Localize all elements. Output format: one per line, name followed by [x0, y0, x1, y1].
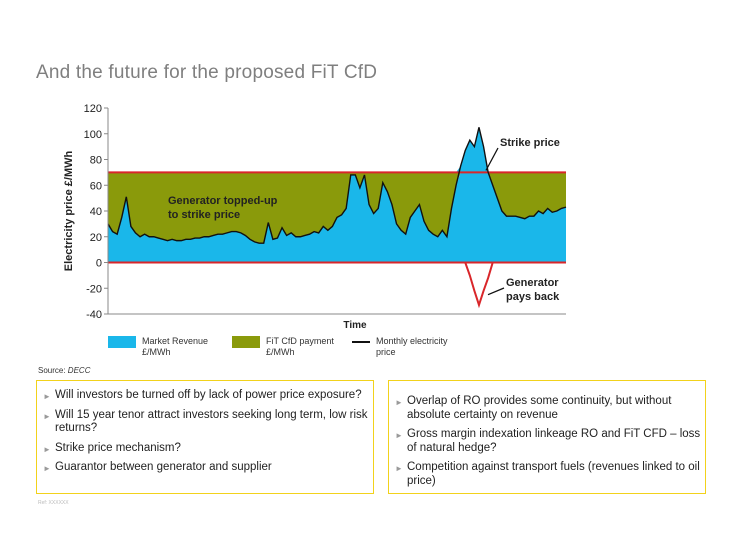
source-name: DECC: [67, 366, 91, 375]
legend-swatch-fit-payment: [232, 336, 260, 348]
triangle-bullet-icon: ►: [395, 431, 403, 440]
bullet-item: ► Overlap of RO provides some continuity,…: [395, 395, 701, 422]
bullet-text: Will investors be turned off by lack of …: [55, 389, 362, 401]
y-tick-label: 20: [90, 232, 102, 244]
strike-price-arrow: [485, 147, 499, 171]
legend-swatch-market-revenue: [108, 336, 136, 348]
strike-price-annotation: Strike price: [500, 137, 560, 149]
legend-label-fit-payment-1: FiT CfD payment: [266, 336, 334, 346]
bullet-text: Strike price mechanism?: [55, 441, 181, 454]
legend-label-fit-payment-2: £/MWh: [266, 347, 295, 357]
y-tick-label: 100: [84, 129, 102, 141]
questions-panel: ► Will investors be turned off by lack of…: [36, 380, 374, 494]
monthly-price-line: [107, 127, 567, 244]
above-strike-area: [108, 127, 566, 173]
pays-back-annotation-line2: pays back: [506, 291, 560, 303]
topped-up-annotation-line1: Generator topped-up: [168, 195, 278, 207]
bullet-item: ► Will 15 year tenor attract investors se…: [43, 409, 369, 436]
pays-back-annotation-line1: Generator: [506, 277, 559, 289]
topped-up-annotation-line2: to strike price: [168, 209, 240, 221]
generator-pays-back-curve: [464, 262, 494, 309]
issues-list: ► Overlap of RO provides some continuity,…: [395, 395, 701, 488]
footer-reference: Ref: XXXXXX: [38, 500, 69, 506]
slide-title: And the future for the proposed FiT CfD: [36, 62, 378, 83]
legend-label-market-revenue-1: Market Revenue: [142, 336, 208, 346]
bullet-text: Will 15 year tenor attract investors see…: [55, 408, 368, 435]
source-label: Source:: [38, 366, 68, 375]
pays-back-arrow: [487, 287, 505, 296]
triangle-bullet-icon: ►: [43, 464, 51, 473]
y-tick-label: -40: [86, 309, 102, 321]
y-tick-label: 40: [90, 206, 102, 218]
legend-label-monthly-price-1: Monthly electricity: [376, 336, 448, 346]
bullet-text: Overlap of RO provides some continuity, …: [407, 395, 672, 421]
bullet-item: ► Will investors be turned off by lack of…: [43, 389, 369, 403]
y-tick-label: -20: [86, 283, 102, 295]
triangle-bullet-icon: ►: [43, 444, 51, 454]
x-axis-label: Time: [343, 320, 367, 331]
fit-cfd-payment-area: [108, 172, 566, 244]
bullet-item: ► Competition against transport fuels (re…: [395, 461, 701, 488]
bullet-item: ► Gross margin indexation linkeage RO and…: [395, 428, 701, 455]
bullet-item: ► Guarantor between generator and supplie…: [43, 461, 369, 475]
questions-list: ► Will investors be turned off by lack of…: [43, 389, 369, 475]
legend-label-monthly-price-2: price: [376, 347, 396, 357]
y-axis-label: Electricity price £/MWh: [63, 151, 75, 272]
triangle-bullet-icon: ►: [395, 464, 403, 473]
bullet-item: ► Strike price mechanism?: [43, 442, 369, 456]
bullet-text: Competition against transport fuels (rev…: [407, 461, 700, 487]
bullet-text: Guarantor between generator and supplier: [55, 461, 272, 473]
triangle-bullet-icon: ►: [43, 392, 51, 401]
chart-svg: 120 100 80 60 40 20 0 -20 -40 Electricity price £…: [63, 103, 567, 357]
y-tick-label: 80: [90, 155, 102, 167]
y-tick-label: 120: [84, 103, 102, 115]
triangle-bullet-icon: ►: [43, 411, 51, 421]
legend-label-market-revenue-2: £/MWh: [142, 347, 171, 357]
bullet-text: Gross margin indexation linkeage RO and …: [407, 428, 701, 454]
source-line: Source: DECC: [38, 366, 90, 375]
electricity-price-chart: 120 100 80 60 40 20 0 -20 -40 Electricity price £…: [60, 96, 580, 366]
triangle-bullet-icon: ►: [395, 398, 403, 407]
y-tick-label: 0: [96, 258, 102, 270]
issues-panel: ► Overlap of RO provides some continuity,…: [388, 380, 706, 494]
y-tick-label: 60: [90, 180, 102, 192]
